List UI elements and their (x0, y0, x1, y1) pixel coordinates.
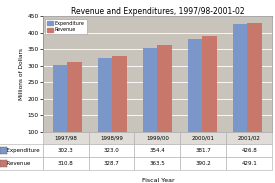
Bar (202, 36, 217, 165)
Text: Fiscal Year: Fiscal Year (142, 178, 174, 183)
Bar (233, 24, 248, 165)
Bar (53, 65, 67, 165)
Bar (248, 23, 262, 165)
Bar (157, 45, 172, 165)
Legend: Expenditure, Revenue: Expenditure, Revenue (45, 19, 87, 34)
Bar (143, 48, 158, 165)
Y-axis label: Millions of Dollars: Millions of Dollars (20, 48, 24, 100)
Bar (98, 58, 112, 165)
Bar (67, 62, 82, 165)
Bar (188, 39, 202, 165)
Title: Revenue and Expenditures, 1997/98-2001-02: Revenue and Expenditures, 1997/98-2001-0… (71, 7, 244, 16)
Bar (112, 56, 127, 165)
